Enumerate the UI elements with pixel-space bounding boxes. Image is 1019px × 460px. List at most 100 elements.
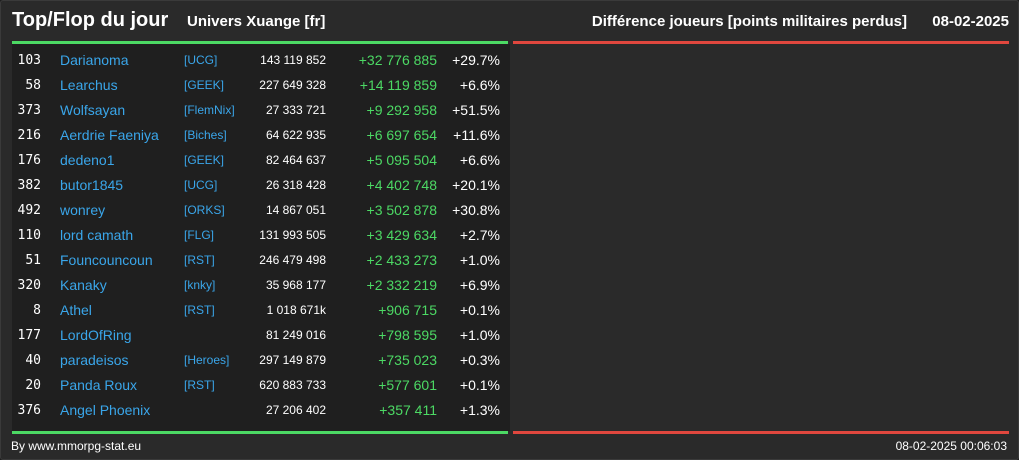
table-row: 51 Founcouncoun [RST] 246 479 498 +2 433 273… [12, 248, 510, 273]
rank-cell: 8 [33, 303, 41, 318]
difference-cell: +14 119 859 [359, 77, 437, 93]
percent-change-cell: +0.1% [459, 377, 500, 393]
player-name-link[interactable]: wonrey [60, 202, 106, 218]
table-row: 40 paradeisos [Heroes] 297 149 879 +735 023 +… [12, 348, 510, 373]
percent-change-cell: +11.6% [453, 127, 500, 143]
total-points-cell: 297 149 879 [259, 353, 326, 367]
player-name-link[interactable]: Founcouncoun [60, 252, 153, 268]
rank-cell: 382 [17, 178, 41, 193]
alliance-tag-link[interactable]: [RST] [184, 303, 215, 317]
table-row: 492 wonrey [ORKS] 14 867 051 +3 502 878 +30.8… [12, 198, 510, 223]
rank-cell: 216 [17, 128, 41, 143]
alliance-tag-link[interactable]: [Biches] [184, 128, 227, 142]
table-row: 58 Learchus [GEEK] 227 649 328 +14 119 859 +6… [12, 73, 510, 98]
rank-cell: 110 [17, 228, 41, 243]
table-row: 216 Aerdrie Faeniya [Biches] 64 622 935 +6 6… [12, 123, 510, 148]
alliance-tag-link[interactable]: [FlemNix] [184, 103, 235, 117]
player-name-link[interactable]: Panda Roux [60, 377, 138, 393]
percent-change-cell: +6.6% [459, 152, 500, 168]
metric-label: Différence joueurs [points militaires pe… [591, 13, 907, 30]
header: Top/Flop du jour Univers Xuange [fr] Dif… [1, 1, 1019, 41]
percent-change-cell: +51.5% [452, 102, 500, 118]
alliance-tag-link[interactable]: [RST] [184, 253, 215, 267]
date-label: 08-02-2025 [932, 13, 1009, 30]
player-name-link[interactable]: butor1845 [60, 177, 124, 193]
percent-change-cell: +0.3% [459, 352, 500, 368]
total-points-cell: 27 333 721 [265, 103, 326, 117]
rank-cell: 373 [17, 103, 41, 118]
difference-cell: +32 776 885 [358, 52, 437, 68]
difference-cell: +6 697 654 [366, 127, 437, 143]
player-name-link[interactable]: Athel [60, 302, 92, 318]
percent-change-cell: +0.1% [459, 302, 500, 318]
player-name-link[interactable]: dedeno1 [60, 152, 115, 168]
percent-change-cell: +6.6% [459, 77, 500, 93]
top-gainers-panel: 103 Darianoma [UCG] 143 119 852 +32 776 885 +… [12, 44, 510, 431]
table-row: 373 Wolfsayan [FlemNix] 27 333 721 +9 292 95… [12, 98, 510, 123]
table-row: 176 dedeno1 [GEEK] 82 464 637 +5 095 504 +6.6… [12, 148, 510, 173]
top-losers-panel [513, 44, 1009, 431]
total-points-cell: 227 649 328 [259, 78, 326, 92]
difference-cell: +4 402 748 [366, 177, 437, 193]
alliance-tag-link[interactable]: [knky] [184, 278, 216, 292]
percent-change-cell: +2.7% [459, 227, 500, 243]
player-name-link[interactable]: paradeisos [60, 352, 129, 368]
alliance-tag-link[interactable]: [GEEK] [184, 153, 225, 167]
alliance-tag-link[interactable]: [UCG] [184, 53, 218, 67]
alliance-tag-link[interactable]: [Heroes] [184, 353, 230, 367]
generated-timestamp: 08-02-2025 00:06:03 [895, 439, 1007, 453]
percent-change-cell: +6.9% [459, 277, 500, 293]
difference-cell: +2 332 219 [366, 277, 437, 293]
alliance-tag-link[interactable]: [FLG] [184, 228, 215, 242]
total-points-cell: 35 968 177 [265, 278, 326, 292]
difference-cell: +3 429 634 [366, 227, 437, 243]
player-name-link[interactable]: Learchus [60, 77, 118, 93]
alliance-tag-link[interactable]: [RST] [184, 378, 215, 392]
player-name-link[interactable]: Aerdrie Faeniya [60, 127, 159, 143]
rank-cell: 320 [17, 278, 41, 293]
total-points-cell: 143 119 852 [260, 53, 326, 67]
difference-cell: +906 715 [378, 302, 437, 318]
table-row: 382 butor1845 [UCG] 26 318 428 +4 402 748 +20… [12, 173, 510, 198]
rank-cell: 40 [25, 353, 41, 368]
rank-cell: 492 [17, 203, 41, 218]
alliance-tag-link[interactable]: [GEEK] [184, 78, 225, 92]
player-name-link[interactable]: Angel Phoenix [60, 402, 151, 418]
difference-cell: +735 023 [378, 352, 437, 368]
rank-cell: 376 [17, 403, 41, 418]
bottom-divider-positive [12, 431, 508, 434]
universe-label: Univers Xuange [fr] [187, 13, 326, 30]
rank-cell: 58 [25, 78, 41, 93]
total-points-cell: 81 249 016 [265, 328, 326, 342]
difference-cell: +9 292 958 [366, 102, 437, 118]
total-points-cell: 82 464 637 [265, 153, 326, 167]
percent-change-cell: +30.8% [452, 202, 500, 218]
page-title: Top/Flop du jour [12, 9, 169, 31]
rank-cell: 51 [25, 253, 41, 268]
player-name-link[interactable]: lord camath [60, 227, 134, 243]
site-credit-link[interactable]: By www.mmorpg-stat.eu [11, 439, 142, 453]
rank-cell: 20 [25, 378, 41, 393]
difference-cell: +2 433 273 [366, 252, 437, 268]
table-row: 110 lord camath [FLG] 131 993 505 +3 429 634… [12, 223, 510, 248]
alliance-tag-link[interactable]: [UCG] [184, 178, 218, 192]
player-name-link[interactable]: Kanaky [60, 277, 107, 293]
alliance-tag-link[interactable]: [ORKS] [184, 203, 225, 217]
difference-cell: +577 601 [378, 377, 437, 393]
total-points-cell: 14 867 051 [265, 203, 326, 217]
percent-change-cell: +20.1% [452, 177, 500, 193]
total-points-cell: 64 622 935 [265, 128, 326, 142]
player-name-link[interactable]: LordOfRing [60, 327, 132, 343]
table-row: 320 Kanaky [knky] 35 968 177 +2 332 219 +6.9% [12, 273, 510, 298]
player-name-link[interactable]: Darianoma [60, 52, 129, 68]
total-points-cell: 620 883 733 [259, 378, 326, 392]
difference-cell: +798 595 [378, 327, 437, 343]
bottom-divider-negative [513, 431, 1009, 434]
percent-change-cell: +1.3% [459, 402, 500, 418]
total-points-cell: 26 318 428 [265, 178, 326, 192]
difference-cell: +5 095 504 [366, 152, 437, 168]
rank-cell: 176 [17, 153, 41, 168]
player-name-link[interactable]: Wolfsayan [60, 102, 126, 118]
table-row: 177 LordOfRing 81 249 016 +798 595 +1.0% [12, 323, 510, 348]
